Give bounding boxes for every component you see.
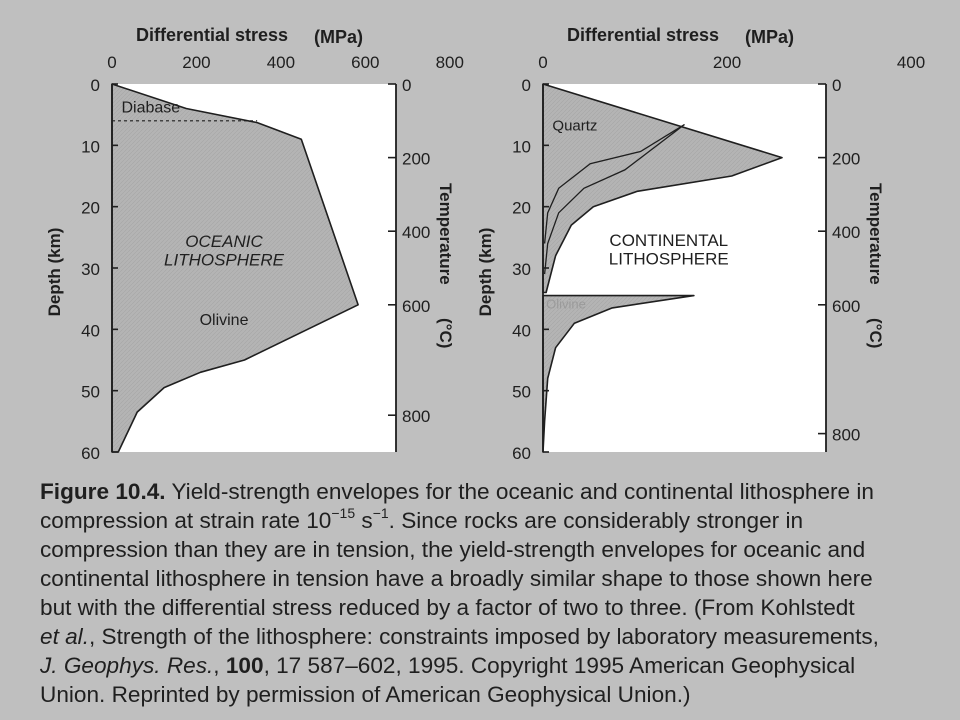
quartz-curve-1 [543, 123, 685, 244]
depth-tick-label: 40 [512, 321, 531, 340]
strain-rate-exponent: −15 [331, 505, 356, 521]
depth-tick-label: 40 [81, 321, 100, 340]
quartz-curve-2 [543, 123, 685, 275]
depth-tick-label: 20 [81, 199, 100, 218]
depth-tick-label: 0 [91, 76, 100, 95]
stress-axis-title: Differential stress [136, 25, 288, 45]
rock-label-lower: Olivine [546, 296, 586, 311]
temperature-axis-title: Temperature [866, 183, 885, 285]
depth-tick-label: 20 [512, 199, 531, 218]
temperature-tick-label: 200 [402, 150, 430, 169]
caption-text: Yield-strength envelopes for the oceanic… [165, 479, 874, 504]
caption-text: compression at strain rate 10 [40, 508, 332, 533]
stress-tick-label: 200 [182, 53, 210, 72]
stress-tick-label: 400 [267, 53, 295, 72]
region-label-line2: LITHOSPHERE [609, 249, 729, 268]
stress-tick-label: 800 [436, 53, 464, 72]
temperature-tick-label: 600 [402, 297, 430, 316]
temperature-tick-label: 200 [832, 150, 860, 169]
caption-text: , Strength of the lithosphere: constrain… [88, 624, 879, 649]
journal-name: J. Geophys. Res. [40, 653, 214, 678]
journal-volume: 100 [225, 653, 264, 678]
caption-italic: et al. [40, 624, 89, 649]
temperature-tick-label: 800 [832, 426, 860, 445]
region-label-line2: LITHOSPHERE [164, 251, 285, 270]
depth-axis-title: Depth (km) [45, 228, 64, 317]
temperature-tick-label: 800 [402, 407, 430, 426]
depth-tick-label: 50 [512, 383, 531, 402]
unit-exponent: −1 [372, 505, 389, 521]
caption-line-5: but with the differential stress reduced… [40, 595, 855, 620]
rock-label-upper: Quartz [552, 118, 597, 135]
continental-panel: 0 10 20 30 40 50 60 Depth (km) 0 200 400 600 800 Temp… [476, 25, 925, 463]
figure-caption: Figure 10.4. Yield-strength envelopes fo… [40, 477, 920, 709]
depth-tick-label: 10 [81, 137, 100, 156]
rock-label-upper: Diabase [121, 100, 180, 117]
stress-tick-label: 0 [538, 53, 547, 72]
stress-tick-label: 400 [897, 53, 925, 72]
stress-tick-label: 0 [107, 53, 116, 72]
temperature-tick-label: 400 [402, 223, 430, 242]
stress-tick-label: 200 [713, 53, 741, 72]
caption-text: . Since rocks are considerably stronger … [388, 508, 804, 533]
caption-line-6: et al., Strength of the lithosphere: con… [40, 622, 920, 651]
temperature-tick-label: 0 [402, 76, 411, 95]
caption-text: , [213, 653, 226, 678]
caption-line-8: Union. Reprinted by permission of Americ… [40, 682, 691, 707]
depth-tick-label: 10 [512, 137, 531, 156]
region-label-line1: CONTINENTAL [609, 231, 728, 250]
stress-axis-unit: (MPa) [314, 27, 363, 47]
stress-axis-unit: (MPa) [745, 27, 794, 47]
caption-text: s [355, 508, 373, 533]
figure-label: Figure 10.4. [40, 479, 166, 504]
caption-line-1: Figure 10.4. Yield-strength envelopes fo… [40, 477, 920, 506]
depth-axis-title: Depth (km) [476, 228, 495, 317]
depth-tick-label: 50 [81, 383, 100, 402]
stress-tick-label: 600 [351, 53, 379, 72]
rock-label-lower: Olivine [200, 312, 249, 329]
caption-line-3: compression than they are in tension, th… [40, 537, 866, 562]
temperature-tick-label: 400 [832, 223, 860, 242]
caption-line-2: compression at strain rate 10−15 s−1. Si… [40, 506, 920, 535]
oceanic-panel: 0 10 20 30 40 50 60 Depth (km) 0 200 400 600 800 Temp… [45, 25, 464, 463]
temperature-axis-unit: (°C) [866, 318, 885, 348]
depth-tick-label: 30 [512, 260, 531, 279]
strength-envelope-1 [542, 83, 783, 294]
depth-tick-label: 60 [81, 444, 100, 463]
caption-line-4: continental lithosphere in tension have … [40, 566, 873, 591]
temperature-axis-unit: (°C) [436, 318, 455, 348]
region-label-line1: OCEANIC [185, 232, 263, 251]
temperature-axis-title: Temperature [436, 183, 455, 285]
temperature-tick-label: 0 [832, 76, 841, 95]
temperature-tick-label: 600 [832, 297, 860, 316]
depth-tick-label: 30 [81, 260, 100, 279]
stress-axis-title: Differential stress [567, 25, 719, 45]
caption-line-7: J. Geophys. Res., 100, 17 587–602, 1995.… [40, 651, 920, 680]
depth-tick-label: 0 [522, 76, 531, 95]
caption-text: , 17 587–602, 1995. Copyright 1995 Ameri… [263, 653, 856, 678]
depth-tick-label: 60 [512, 444, 531, 463]
